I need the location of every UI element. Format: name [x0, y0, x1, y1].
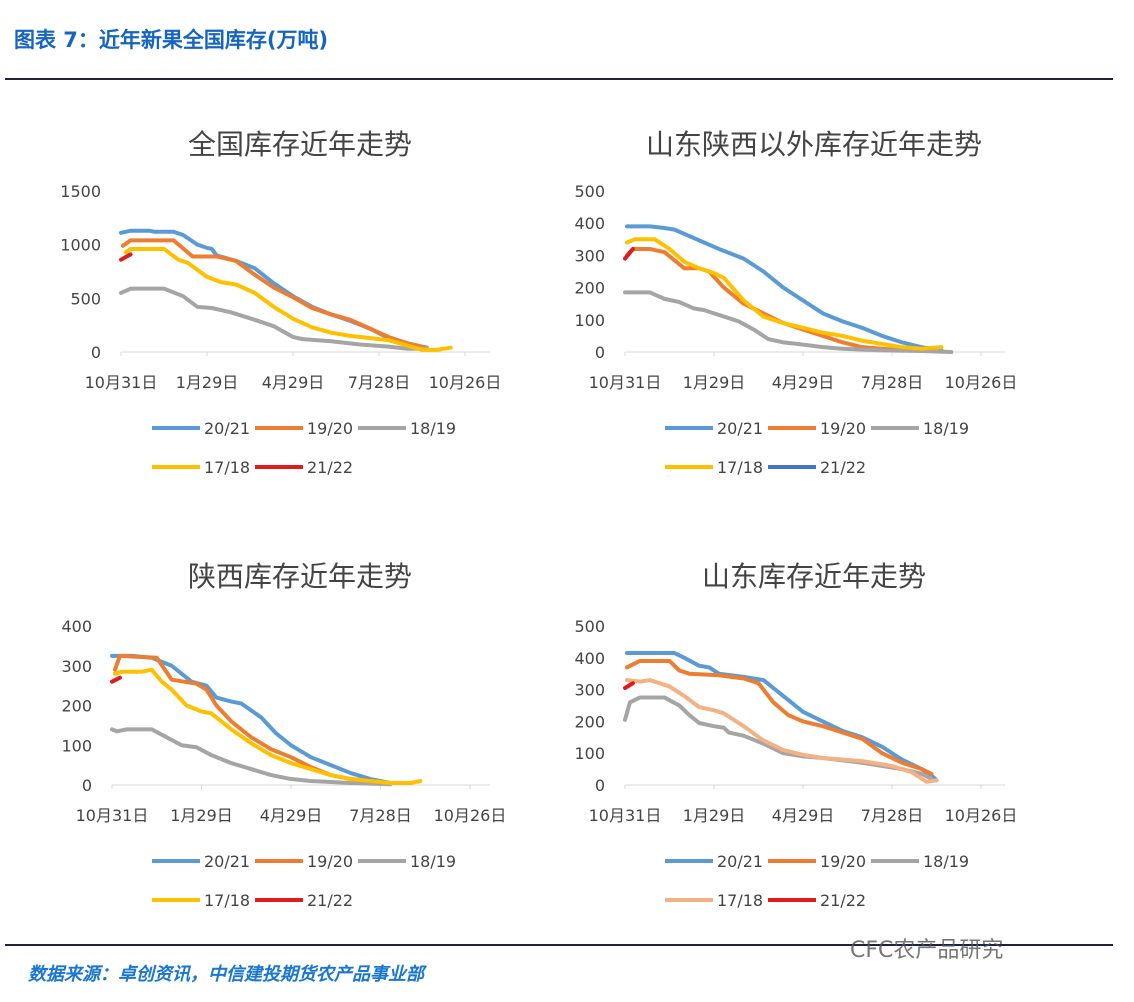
legend-label: 19/20	[307, 852, 353, 871]
y-tick-label: 100	[574, 311, 605, 330]
y-tick-label: 500	[70, 289, 101, 308]
x-tick-label: 10月31日	[85, 373, 158, 392]
figure-title: 图表 7：近年新果全国库存(万吨)	[14, 28, 329, 52]
series-line-21-22	[119, 252, 133, 262]
y-tick-label: 400	[61, 617, 92, 636]
series-line-18-19	[119, 286, 429, 351]
x-tick-label: 10月26日	[434, 806, 507, 825]
x-tick-label: 10月26日	[945, 806, 1018, 825]
x-tick-label: 10月26日	[429, 373, 502, 392]
y-tick-label: 200	[574, 712, 605, 731]
x-tick-label: 4月29日	[772, 806, 835, 825]
series-line-19-20	[624, 658, 934, 776]
bottom-divider	[5, 944, 1113, 946]
legend-label: 21/22	[820, 458, 866, 477]
legend-label: 21/22	[307, 891, 353, 910]
chart-title: 全国库存近年走势	[188, 128, 412, 161]
legend-label: 18/19	[923, 852, 969, 871]
x-tick-label: 1月29日	[683, 806, 746, 825]
watermark: CFC农产品研究	[850, 938, 1004, 963]
x-tick-label: 10月26日	[945, 373, 1018, 392]
series-line-21-22	[110, 675, 122, 684]
x-tick-label: 10月31日	[76, 806, 149, 825]
x-tick-label: 1月29日	[170, 806, 233, 825]
series-line-19-20	[624, 246, 904, 353]
x-tick-label: 7月28日	[349, 806, 412, 825]
legend-label: 17/18	[204, 891, 250, 910]
legend-label: 21/22	[307, 458, 353, 477]
x-tick-label: 4月29日	[262, 373, 325, 392]
y-tick-label: 500	[574, 617, 605, 636]
legend-label: 21/22	[820, 891, 866, 910]
y-tick-label: 300	[574, 246, 605, 265]
series-line-17-18	[624, 237, 944, 351]
legend-label: 17/18	[717, 458, 763, 477]
chart-title: 山东陕西以外库存近年走势	[646, 128, 982, 161]
y-tick-label: 200	[61, 697, 92, 716]
legend-label: 20/21	[717, 419, 763, 438]
series-line-17-18	[112, 667, 423, 786]
x-tick-label: 10月31日	[589, 806, 662, 825]
y-tick-label: 400	[574, 214, 605, 233]
legend-label: 17/18	[717, 891, 763, 910]
series-line-20-21	[110, 653, 393, 786]
series-line-20-21	[624, 651, 939, 783]
y-tick-label: 100	[574, 744, 605, 763]
series-line-21-22	[623, 681, 635, 691]
legend-label: 18/19	[410, 419, 456, 438]
y-tick-label: 100	[61, 736, 92, 755]
series-line-17-18	[123, 246, 453, 352]
legend-label: 20/21	[204, 852, 250, 871]
legend-label: 20/21	[204, 419, 250, 438]
legend-label: 18/19	[410, 852, 456, 871]
y-tick-label: 500	[574, 182, 605, 201]
x-tick-label: 1月29日	[683, 373, 746, 392]
source-note: 数据来源：卓创资讯，中信建投期货农产品事业部	[28, 964, 424, 985]
series-line-18-19	[110, 727, 393, 787]
x-tick-label: 7月28日	[861, 373, 924, 392]
x-tick-label: 10月31日	[589, 373, 662, 392]
series-line-18-19	[623, 290, 954, 354]
legend-label: 20/21	[717, 852, 763, 871]
series-line-20-21	[624, 224, 944, 353]
y-tick-label: 400	[574, 649, 605, 668]
top-divider	[5, 78, 1113, 80]
x-tick-label: 4月29日	[260, 806, 323, 825]
y-tick-label: 300	[574, 681, 605, 700]
y-tick-label: 0	[91, 343, 101, 362]
x-tick-label: 7月28日	[348, 373, 411, 392]
series-line-21-22	[623, 246, 635, 261]
series-line-17-18	[624, 678, 939, 784]
legend-label: 19/20	[820, 852, 866, 871]
y-tick-label: 1000	[60, 236, 101, 255]
y-tick-label: 200	[574, 279, 605, 298]
legend-label: 19/20	[820, 419, 866, 438]
y-tick-label: 0	[82, 776, 92, 795]
y-tick-label: 0	[595, 776, 605, 795]
legend-label: 17/18	[204, 458, 250, 477]
x-tick-label: 1月29日	[176, 373, 239, 392]
y-tick-label: 0	[595, 343, 605, 362]
x-tick-label: 4月29日	[772, 373, 835, 392]
chart-title: 山东库存近年走势	[702, 560, 926, 593]
series-line-19-20	[120, 238, 429, 350]
chart-title: 陕西库存近年走势	[188, 560, 412, 593]
legend-label: 19/20	[307, 419, 353, 438]
y-tick-label: 300	[61, 657, 92, 676]
legend-label: 18/19	[923, 419, 969, 438]
y-tick-label: 1500	[60, 182, 101, 201]
x-tick-label: 7月28日	[861, 806, 924, 825]
